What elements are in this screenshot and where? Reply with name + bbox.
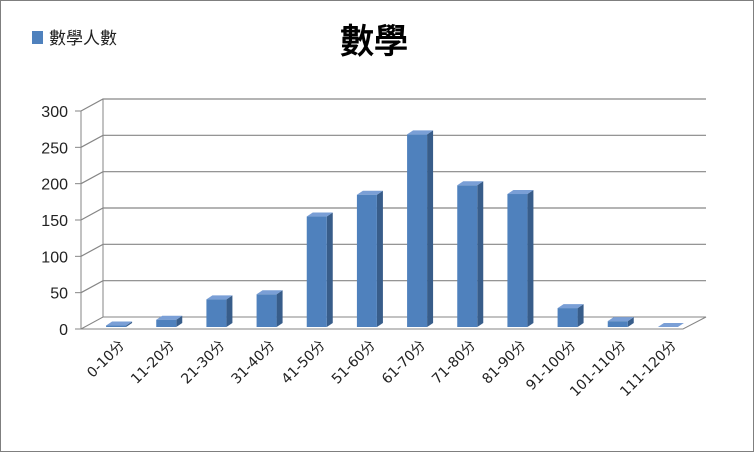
bar-side xyxy=(427,130,434,327)
bar-top xyxy=(407,130,434,135)
bar xyxy=(507,190,534,327)
bar-front xyxy=(356,194,377,327)
legend-swatch xyxy=(32,31,43,44)
x-category-label: 31-40分 xyxy=(229,338,279,388)
bar xyxy=(657,323,684,327)
gridline xyxy=(80,171,706,185)
gridline xyxy=(80,207,706,221)
bar-front xyxy=(106,325,127,327)
bar-side xyxy=(376,190,383,327)
bar xyxy=(607,317,634,327)
bar-top xyxy=(206,295,233,300)
gridline xyxy=(80,243,706,257)
bar-front xyxy=(206,299,227,327)
bar-front xyxy=(557,308,578,327)
bar xyxy=(356,190,383,327)
bar-front xyxy=(507,194,528,327)
bar-front xyxy=(457,185,478,327)
bar xyxy=(306,212,333,327)
bar xyxy=(457,181,484,327)
chart-title: 數學 xyxy=(340,22,408,62)
bar-front xyxy=(607,321,628,327)
bar-top xyxy=(607,317,634,322)
bar-side xyxy=(126,321,133,327)
legend-label: 數學人數 xyxy=(49,29,117,49)
y-tick-label: 50 xyxy=(50,286,68,303)
bars-layer xyxy=(106,130,684,327)
bar-top xyxy=(507,190,534,195)
bar xyxy=(156,315,183,327)
x-category-label: 21-30分 xyxy=(178,338,228,388)
bar xyxy=(106,321,133,327)
bar-top xyxy=(657,323,684,327)
bar-front xyxy=(156,319,177,327)
bar-side xyxy=(627,317,634,327)
bar xyxy=(407,130,434,327)
bar-side xyxy=(326,212,333,327)
x-category-label: 41-50分 xyxy=(279,338,329,388)
gridline xyxy=(80,98,706,112)
bar xyxy=(557,304,584,327)
gridline xyxy=(80,134,706,148)
bar-side xyxy=(176,315,183,327)
bar-top xyxy=(457,181,484,186)
y-tick-label: 250 xyxy=(41,140,68,157)
bar xyxy=(256,290,283,327)
bar-side xyxy=(276,290,283,327)
y-tick-label: 100 xyxy=(41,249,68,266)
bar-top xyxy=(156,315,183,320)
x-axis: 0-10分 11-20分 21-30分 31-40分 41-50分 51-60分 61-70… xyxy=(84,338,680,401)
bar-front xyxy=(306,216,327,327)
x-category-label: 61-70分 xyxy=(379,338,429,388)
bar xyxy=(206,295,233,327)
x-category-label: 51-60分 xyxy=(329,338,379,388)
chart-floor xyxy=(80,316,707,330)
x-category-label: 71-80分 xyxy=(429,338,479,388)
bar-top xyxy=(306,212,333,217)
y-tick-label: 0 xyxy=(59,322,68,339)
bar-side xyxy=(577,304,584,327)
y-axis: 0 50 100 150 200 250 300 xyxy=(41,104,68,339)
gridline xyxy=(80,280,706,294)
bar-top xyxy=(557,304,584,309)
x-category-label: 81-90分 xyxy=(479,338,529,388)
bar-top xyxy=(256,290,283,295)
y-tick-label: 300 xyxy=(41,104,68,121)
y-tick-label: 150 xyxy=(41,213,68,230)
x-category-label: 11-20分 xyxy=(128,338,178,388)
bar-top xyxy=(356,190,383,195)
x-category-label: 0-10分 xyxy=(84,338,128,382)
bar-side xyxy=(226,295,233,327)
bar-front xyxy=(256,294,277,327)
bar-side xyxy=(477,181,484,327)
bar-top xyxy=(106,321,133,326)
bar-front xyxy=(407,134,428,327)
y-tick-label: 200 xyxy=(41,177,68,194)
grid-layer xyxy=(75,98,707,330)
bar-side xyxy=(527,190,534,327)
